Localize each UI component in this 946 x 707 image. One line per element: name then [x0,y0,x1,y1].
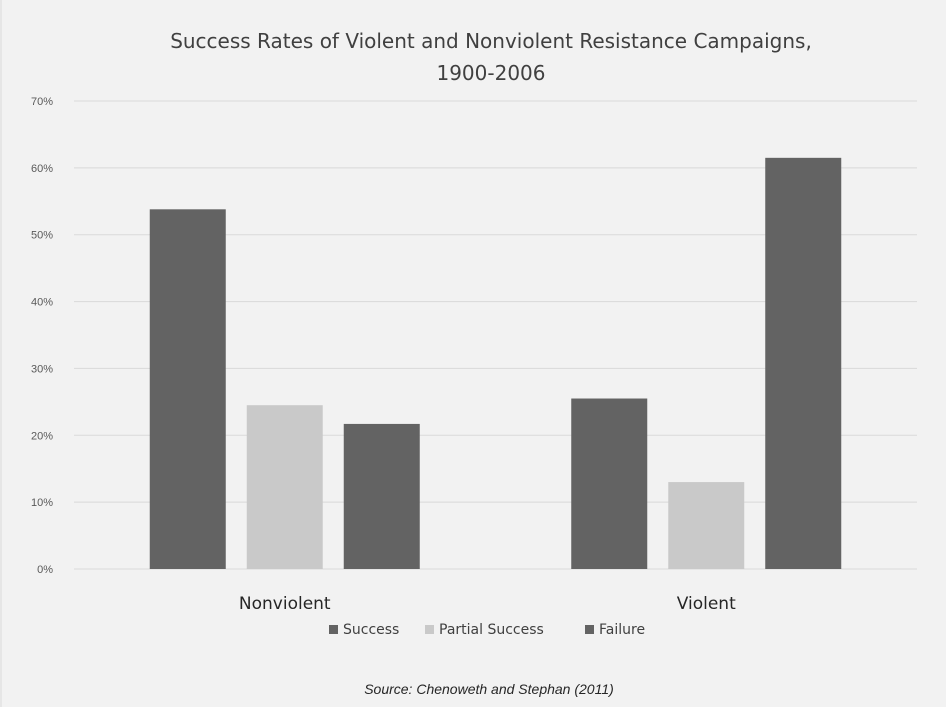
y-tick-label: 50% [31,230,53,242]
y-tick-label: 30% [31,363,53,375]
chart-title-line2: 1900-2006 [436,61,545,85]
legend-label: Partial Success [439,622,544,638]
legend-label: Success [343,622,399,638]
y-tick-label: 60% [31,163,53,175]
bar-failure-nonviolent [343,423,420,569]
legend-label: Failure [599,622,645,638]
x-category-label: Nonviolent [239,594,331,614]
y-tick-label: 0% [37,564,53,576]
y-tick-label: 10% [31,497,53,509]
chart-title: Success Rates of Violent and Nonviolent … [170,29,812,53]
bar-success-violent [571,398,648,569]
bar-partial-success-violent [668,482,745,569]
y-tick-label: 40% [31,297,53,309]
x-axis-categories: Nonviolent Violent [239,594,736,614]
bars [149,157,842,570]
bar-partial-success-nonviolent [246,405,323,569]
y-tick-label: 70% [31,96,53,108]
bar-success-nonviolent [149,209,226,569]
x-category-label: Violent [677,594,736,614]
legend-swatch [425,625,434,634]
bar-failure-violent [765,157,842,570]
y-tick-label: 20% [31,430,53,442]
legend-swatch [585,625,594,634]
legend: Success Partial Success Failure [329,622,645,638]
legend-swatch [329,625,338,634]
y-axis-ticks: 0% 10% 20% 30% 40% 50% 60% 70% [31,96,53,576]
source-note: Source: Chenoweth and Stephan (2011) [364,681,614,697]
